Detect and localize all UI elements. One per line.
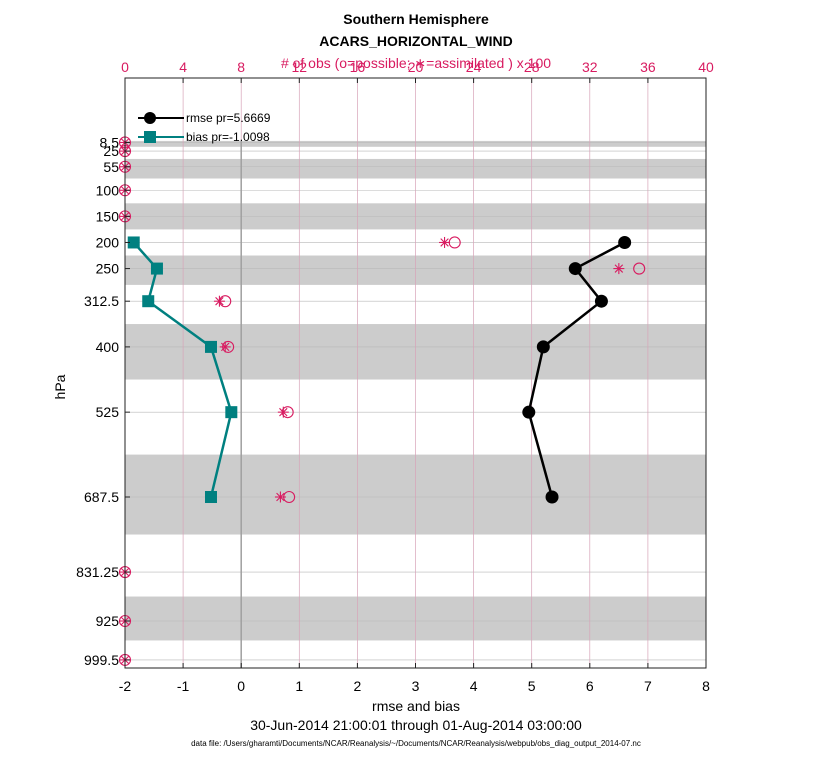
x-tick-label: 3 — [412, 678, 420, 694]
obs-assimilated-marker — [213, 295, 225, 307]
bias-point — [204, 491, 217, 504]
obs-possible-marker — [633, 262, 646, 275]
y-tick-label: 100 — [96, 182, 120, 198]
axes — [124, 77, 707, 669]
x-tick-label: 6 — [586, 678, 594, 694]
obs-assimilated-marker — [613, 263, 625, 275]
y-tick-label: 250 — [96, 261, 120, 277]
top-axis-label: # of obs (o=possible; ∗=assimilated ) x … — [281, 55, 551, 71]
y-tick-label: 25 — [103, 143, 119, 159]
top-tick-label: 8 — [237, 59, 245, 75]
chart-title: Southern Hemisphere — [343, 11, 489, 27]
chart-subtitle: ACARS_HORIZONTAL_WIND — [319, 33, 512, 49]
rmse-point — [594, 294, 608, 308]
bias-point — [127, 236, 140, 249]
bias-point — [225, 406, 238, 419]
top-tick-label: 28 — [524, 59, 540, 75]
x-tick-label: 1 — [295, 678, 303, 694]
rmse-point — [522, 405, 536, 419]
x-axis-label: rmse and bias — [372, 698, 460, 714]
top-tick-label: 16 — [350, 59, 366, 75]
top-tick-label: 0 — [121, 59, 129, 75]
obs-assimilated-marker — [277, 406, 289, 418]
y-tick-label: 55 — [103, 159, 119, 175]
obs-assimilated-marker — [219, 341, 231, 353]
x-tick-label: 0 — [237, 678, 245, 694]
rmse-point — [568, 262, 582, 276]
top-tick-label: 40 — [698, 59, 714, 75]
x-tick-label: -1 — [177, 678, 190, 694]
y-tick-label: 8.5 — [100, 134, 120, 150]
footnote: data file: /Users/gharamti/Documents/NCA… — [191, 739, 641, 748]
rmse-line — [527, 241, 626, 498]
top-tick-label: 36 — [640, 59, 656, 75]
top-tick-label: 12 — [292, 59, 308, 75]
bias-point — [204, 340, 217, 353]
legend: rmse pr=5.6669 bias pr=-1.0098 — [138, 111, 271, 144]
legend-rmse-label: rmse pr=5.6669 — [186, 111, 271, 125]
top-tick-label: 4 — [179, 59, 187, 75]
y-tick-label: 925 — [96, 613, 120, 629]
y-tick-label: 200 — [96, 234, 120, 250]
top-tick-label: 32 — [582, 59, 598, 75]
legend-rmse-marker — [144, 112, 156, 124]
rmse-point — [545, 490, 559, 504]
x-tick-label: 5 — [528, 678, 536, 694]
x-tick-label: 4 — [470, 678, 478, 694]
obs-assimilated-marker — [274, 491, 286, 503]
y-tick-label: 312.5 — [84, 293, 119, 309]
top-tick-label: 20 — [408, 59, 424, 75]
y-axis-label: hPa — [52, 374, 68, 399]
x-tick-label: 2 — [354, 678, 362, 694]
top-tick-label: 24 — [466, 59, 482, 75]
x-tick-label: 8 — [702, 678, 710, 694]
legend-bias-label: bias pr=-1.0098 — [186, 130, 270, 144]
y-tick-label: 999.5 — [84, 652, 119, 668]
data-series — [127, 235, 632, 504]
y-tick-label: 525 — [96, 404, 120, 420]
obs-assimilated-marker — [439, 236, 451, 248]
tick-labels: -2 -1 0 1 2 3 4 5 6 7 80 4 8 12 16 20 24 28 32 36 408.525551… — [76, 59, 714, 694]
x-tick-label: 7 — [644, 678, 652, 694]
grid-lines — [125, 78, 706, 668]
y-tick-label: 150 — [96, 208, 120, 224]
legend-bias-marker — [144, 131, 156, 143]
date-range-label: 30-Jun-2014 21:00:01 through 01-Aug-2014… — [250, 717, 582, 733]
rmse-point — [618, 235, 632, 249]
y-tick-label: 831.25 — [76, 564, 119, 580]
bias-point — [142, 295, 155, 308]
rmse-point — [536, 340, 550, 354]
y-tick-label: 400 — [96, 339, 120, 355]
bias-point — [150, 262, 163, 275]
x-tick-label: -2 — [119, 678, 132, 694]
y-tick-label: 687.5 — [84, 489, 119, 505]
